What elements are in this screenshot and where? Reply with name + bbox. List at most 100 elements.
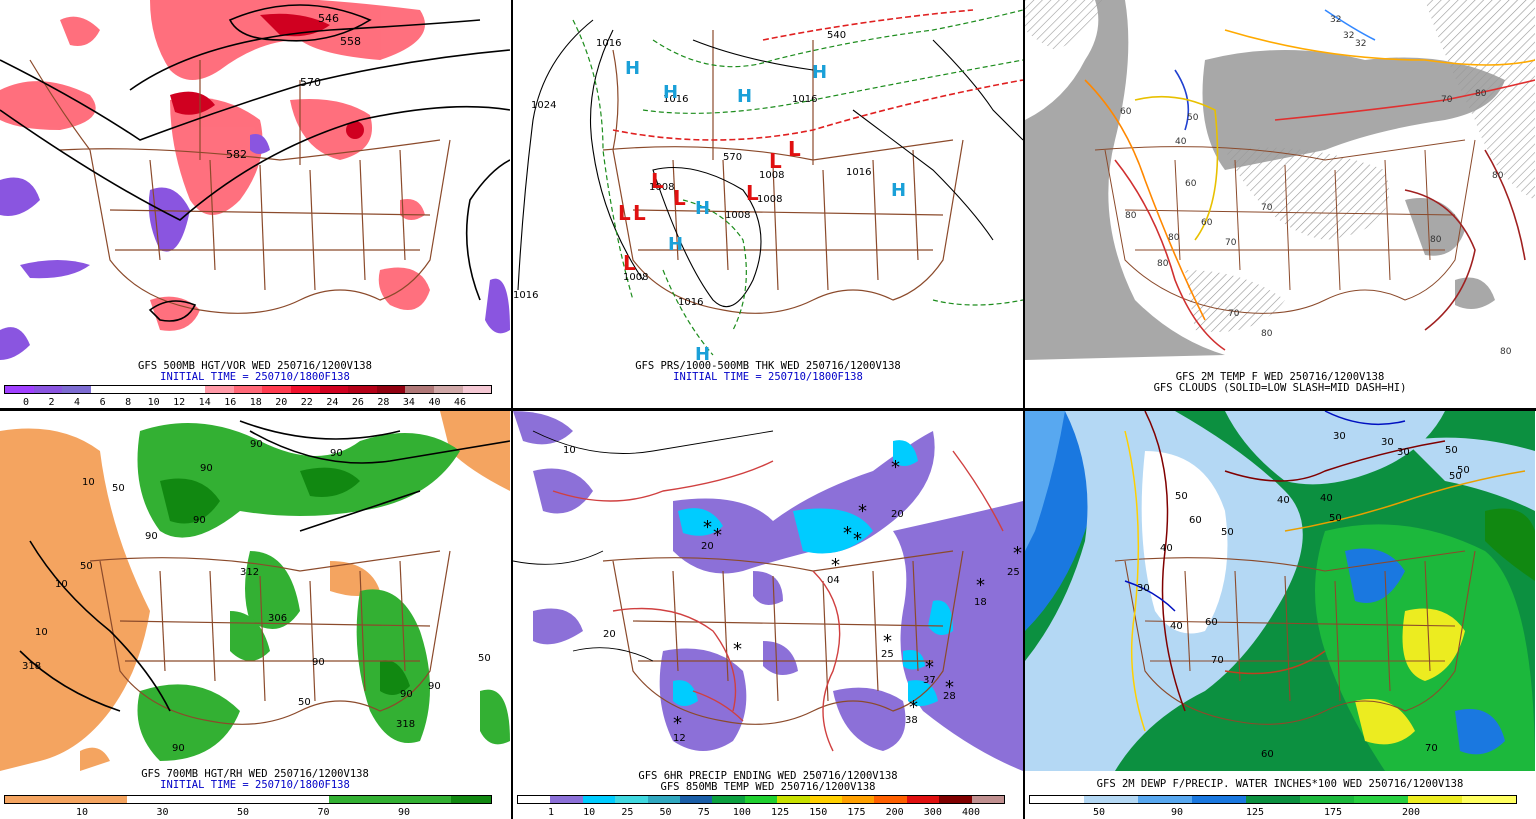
colorbar-tick-label: 30 — [156, 807, 169, 818]
temp-label: 80 — [1475, 89, 1487, 99]
dewpoint-label: 40 — [1170, 621, 1183, 632]
colorbar-swatch — [205, 386, 234, 393]
panel-title: GFS 700MB HGT/RH WED 250716/1200V138 — [141, 768, 369, 780]
colorbar-swatch — [744, 796, 778, 803]
rh-label: 10 — [35, 627, 48, 638]
rh-label: 90 — [145, 531, 158, 542]
colorbar-tick-label: 16 — [224, 397, 237, 408]
colorbar-swatch — [126, 796, 167, 803]
colorbar-labels: 1 10 25 50 75 100 125 150 175 200 300 400 — [517, 807, 1017, 819]
rh-label: 90 — [250, 439, 263, 450]
panel-title: GFS 6HR PRECIP ENDING WED 250716/1200V13… — [638, 770, 898, 782]
colorbar-swatch — [550, 796, 583, 803]
temp-label: 70 — [1261, 203, 1273, 213]
temp-label: 10 — [563, 445, 576, 456]
map-700mb-humidity: 10 10 10 50 318 312 306 90 90 90 90 50 9… — [0, 411, 510, 771]
precip-label: 12 — [673, 733, 686, 744]
panel-2m-temp-clouds: 32 32 32 40 50 60 70 80 80 70 80 80 80 8… — [1025, 0, 1535, 408]
colorbar-vorticity — [4, 385, 492, 394]
panel-dewpoint-precip-water: 30 30 30 30 50 50 50 40 50 50 60 50 40 4… — [1025, 411, 1535, 819]
high-pressure-marker: H — [695, 198, 710, 219]
colorbar-tick-label: 50 — [236, 807, 250, 818]
colorbar-tick-label: 90 — [397, 807, 411, 818]
colorbar-swatch — [319, 386, 349, 393]
low-pressure-marker: L — [746, 181, 759, 205]
temp-label: 60 — [1185, 179, 1197, 189]
svg-text:*: * — [843, 523, 852, 544]
colorbar-tick-label: 150 — [809, 807, 828, 818]
colorbar-tick-label: 18 — [249, 397, 262, 408]
colorbar-tick-label: 26 — [351, 397, 364, 408]
low-pressure-marker: L — [618, 201, 631, 225]
colorbar-swatch — [1246, 796, 1300, 803]
colorbar-tick-label: 175 — [847, 807, 866, 818]
rh-label: 90 — [428, 681, 441, 692]
colorbar-swatch — [207, 796, 248, 803]
dewpoint-label: 50 — [1445, 445, 1458, 456]
colorbar-swatch — [290, 386, 320, 393]
colorbar-swatch — [376, 386, 406, 393]
panel-subtitle: GFS 850MB TEMP WED 250716/1200V138 — [660, 781, 876, 793]
colorbar-swatch — [647, 796, 681, 803]
colorbar-tick-label: 125 — [771, 807, 790, 818]
initial-time: INITIAL TIME = 250710/1800F138 — [160, 779, 350, 791]
contour-label: 570 — [300, 76, 321, 89]
dewpoint-label: 40 — [1277, 495, 1290, 506]
colorbar-tick-label: 4 — [74, 397, 81, 408]
colorbar-tick-label: 200 — [1401, 807, 1421, 818]
colorbar-tick-label: 46 — [453, 397, 467, 408]
colorbar-tick-label: 14 — [198, 397, 211, 408]
colorbar-swatch — [147, 386, 177, 393]
panel-700mb-hgt-rh: 10 10 10 50 318 312 306 90 90 90 90 50 9… — [0, 411, 510, 819]
colorbar-swatch — [90, 386, 120, 393]
colorbar-swatch — [874, 796, 907, 803]
high-pressure-marker: H — [663, 82, 678, 103]
map-pressure-thickness: 1016 1024 1008 1008 1016 1016 1008 1008 … — [513, 0, 1023, 360]
colorbar-swatch — [777, 796, 810, 803]
panel-precip-850mb-temp: * * * * * * * * * * * * * * * 20 04 25 18 25 37 28 … — [513, 411, 1023, 819]
precip-label: 38 — [905, 715, 918, 726]
panel-title: GFS 2M DEWP F/PRECIP. WATER INCHES*100 W… — [1096, 778, 1464, 790]
svg-text:*: * — [883, 631, 892, 652]
colorbar-swatch — [1084, 796, 1138, 803]
map-precip-850mb: * *** **** **** *** 20 04 25 18 25 37 28 … — [513, 411, 1023, 771]
colorbar-tick-label: 70 — [317, 807, 330, 818]
colorbar-swatch — [582, 796, 616, 803]
temp-label: 20 — [603, 629, 616, 640]
isobar-label: 1016 — [663, 94, 688, 105]
temp-label: 80 — [1168, 233, 1180, 243]
colorbar-swatch — [5, 796, 46, 803]
colorbar-swatch — [233, 386, 263, 393]
isobar-label: 1016 — [596, 38, 621, 49]
colorbar-swatch — [809, 796, 843, 803]
colorbar-tick-label: 400 — [961, 807, 981, 818]
svg-text:*: * — [976, 575, 985, 596]
temp-label: 70 — [1441, 95, 1453, 105]
high-pressure-marker: H — [891, 180, 906, 201]
height-label: 306 — [268, 613, 287, 624]
temp-label: 80 — [1261, 329, 1273, 339]
colorbar-tick-label: 34 — [402, 397, 415, 408]
high-pressure-marker: H — [695, 344, 710, 360]
height-label: 318 — [22, 661, 41, 672]
temp-label: 32 — [1330, 15, 1341, 25]
colorbar-swatch — [842, 796, 875, 803]
colorbar-swatch — [450, 796, 491, 803]
colorbar-swatch — [86, 796, 127, 803]
high-pressure-marker: H — [812, 62, 827, 83]
colorbar-swatch — [680, 796, 713, 803]
colorbar-swatch — [1408, 796, 1462, 803]
initial-time: INITIAL TIME = 250710/1800F138 — [673, 371, 863, 383]
colorbar-swatch — [1192, 796, 1246, 803]
rh-label: 50 — [80, 561, 93, 572]
isobar-label: 1016 — [792, 94, 817, 105]
colorbar-humidity — [4, 795, 492, 804]
map-dewpoint-pwat: 30 30 30 30 50 50 50 40 50 50 60 50 40 4… — [1025, 411, 1535, 771]
colorbar-tick-label: 90 — [1170, 807, 1184, 818]
precip-label: 18 — [974, 597, 987, 608]
isobar-label: 1016 — [846, 167, 871, 178]
panel-500mb-hgt-vor: 546 558 570 582 GFS 500MB HGT/VOR WED 25… — [0, 0, 510, 408]
low-pressure-marker: L — [623, 251, 636, 275]
precip-label: 25 — [1007, 567, 1020, 578]
